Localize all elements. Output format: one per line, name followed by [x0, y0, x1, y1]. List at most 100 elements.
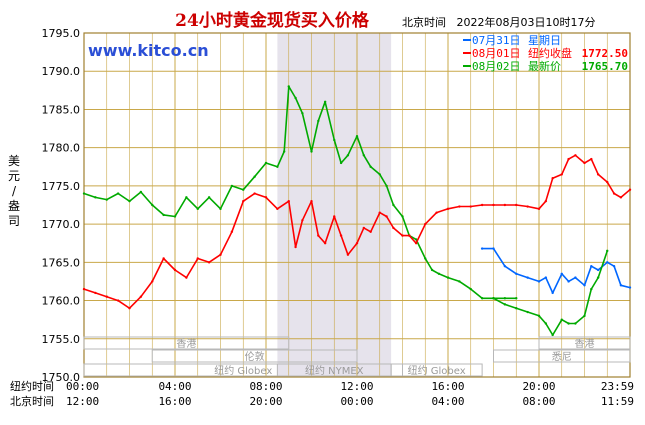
- series-point: [515, 203, 518, 207]
- series-point: [264, 196, 268, 199]
- series-point: [264, 161, 268, 165]
- series-point: [310, 150, 313, 153]
- series-line: [482, 247, 631, 294]
- market-session-bar: [83, 363, 403, 377]
- series-point: [408, 234, 411, 237]
- series-point: [544, 322, 548, 325]
- legend-value: 1772.50: [582, 47, 628, 60]
- series-point: [560, 272, 563, 275]
- x-tick-label: 16:00: [431, 380, 464, 393]
- series-point: [628, 188, 632, 191]
- series-point: [82, 192, 86, 195]
- series-line: [493, 250, 609, 336]
- legend-date: 08月01日: [472, 47, 521, 60]
- series-point: [596, 276, 600, 279]
- y-label-char: 美: [8, 154, 20, 168]
- series-point: [526, 205, 529, 208]
- series-point: [339, 234, 343, 237]
- series-point: [116, 192, 120, 195]
- series-point: [567, 280, 570, 283]
- series-point: [583, 161, 586, 165]
- x-axis-row-label: 纽约时间: [10, 379, 54, 393]
- series-point: [287, 85, 290, 88]
- market-session-bar: [151, 349, 358, 363]
- series-point: [583, 314, 586, 318]
- legend-label: 星期日: [528, 34, 561, 47]
- series-point: [560, 318, 563, 321]
- series-point: [612, 192, 616, 195]
- series-point: [378, 173, 381, 176]
- series-point: [503, 297, 507, 300]
- series-point: [185, 196, 188, 199]
- series-point: [253, 192, 256, 195]
- x-tick-label: 00:00: [340, 395, 373, 408]
- series-point: [301, 112, 304, 115]
- series-point: [128, 199, 131, 203]
- series-point: [469, 287, 472, 291]
- series-point: [333, 215, 336, 218]
- legend-date: 08月02日: [472, 60, 521, 73]
- series-point: [515, 272, 518, 275]
- y-tick-label: 1770.0: [42, 218, 81, 231]
- x-tick-label: 04:00: [158, 380, 191, 393]
- series-point: [207, 196, 211, 199]
- y-tick-label: 1790.0: [42, 65, 81, 78]
- series-point: [606, 261, 609, 264]
- series-point: [94, 196, 97, 199]
- x-axis-row-label: 北京时间: [10, 394, 54, 408]
- x-tick-label: 11:59: [601, 395, 634, 408]
- series-point: [551, 333, 554, 337]
- market-session-label: 纽约 Globex: [214, 364, 272, 377]
- series-point: [323, 242, 327, 245]
- series-point: [435, 211, 438, 214]
- series-point: [537, 314, 541, 318]
- x-axis-labels: 纽约时间 00:00 04:00 08:00 12:00 16:00 20:00 23:59 北…: [10, 379, 634, 408]
- series-point: [503, 303, 507, 306]
- watermark-text: www.kitco.cn: [88, 41, 209, 60]
- series-point: [333, 138, 336, 142]
- y-tick-label: 1795.0: [42, 27, 81, 40]
- series-point: [414, 238, 418, 241]
- series-point: [276, 165, 279, 168]
- market-session-label: 悉尼: [552, 351, 572, 363]
- series-point: [551, 291, 554, 295]
- y-label-char: /: [12, 184, 17, 198]
- market-session-label: 香港: [176, 338, 196, 350]
- series-point: [446, 276, 450, 279]
- series-point: [469, 205, 472, 208]
- market-session-label: 香港: [575, 338, 595, 350]
- series-point: [355, 242, 359, 245]
- series-point: [414, 242, 418, 245]
- series-point: [492, 203, 495, 207]
- series-point: [317, 119, 320, 123]
- series-point: [590, 157, 593, 161]
- series-point: [219, 253, 222, 256]
- x-tick-label: 00:00: [66, 380, 99, 393]
- series-point: [590, 287, 593, 291]
- legend-label: 纽约收盘: [528, 46, 572, 60]
- series-point: [596, 173, 600, 176]
- series-point: [294, 245, 297, 249]
- series-point: [230, 184, 234, 188]
- series-point: [392, 203, 395, 207]
- series-point: [612, 264, 616, 268]
- x-tick-label: 12:00: [66, 395, 99, 408]
- legend: 07月31日 星期日 08月01日 纽约收盘 1772.50 08月02日 最新价 1765.…: [463, 34, 628, 73]
- series-point: [503, 203, 507, 207]
- series-point: [105, 198, 108, 201]
- market-session-bar: [276, 363, 392, 377]
- series-point: [139, 190, 143, 194]
- y-label-char: 元: [8, 169, 20, 183]
- series-point: [369, 165, 372, 168]
- series-point: [401, 234, 404, 237]
- series-point: [619, 284, 623, 287]
- series-point: [526, 276, 529, 279]
- series-point: [362, 226, 366, 230]
- series-point: [503, 264, 507, 268]
- series-point: [574, 154, 577, 157]
- series-point: [162, 257, 165, 260]
- series-point: [480, 203, 484, 207]
- series-point: [162, 213, 165, 217]
- plot-frame: [83, 32, 631, 378]
- series-point: [196, 257, 199, 260]
